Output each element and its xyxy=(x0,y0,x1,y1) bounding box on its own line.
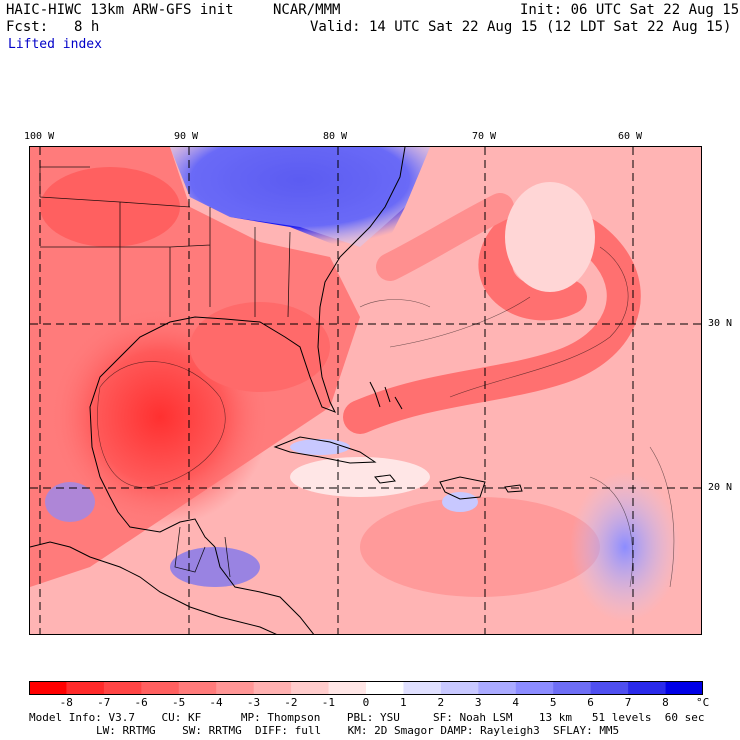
forecast-label: Fcst: xyxy=(6,19,49,35)
colorbar-swatch xyxy=(553,681,592,695)
lon-label: 70 W xyxy=(472,131,497,142)
colorbar xyxy=(29,681,703,695)
colorbar-swatch xyxy=(628,681,667,695)
colorbar-tick-label: -5 xyxy=(171,696,186,709)
field-atlantic-band-2 xyxy=(376,193,514,281)
colorbar-swatch xyxy=(590,681,629,695)
lon-label: 80 W xyxy=(323,131,348,142)
colorbar-tick-label: 6 xyxy=(587,696,594,709)
colorbar-swatch xyxy=(66,681,105,695)
field-southeast-stable xyxy=(570,472,680,622)
contours xyxy=(97,246,675,588)
field-name: Lifted index xyxy=(8,37,102,52)
lon-label: 100 W xyxy=(24,131,55,142)
map-canvas xyxy=(30,147,701,634)
colorbar-swatch xyxy=(103,681,142,695)
model-info-line-2: LW: RRTMG SW: RRTMG DIFF: full KM: 2D Sm… xyxy=(96,724,620,737)
colorbar-swatch xyxy=(253,681,292,695)
field-central-america-blue xyxy=(170,547,260,587)
colorbar-tick-label: -8 xyxy=(59,696,73,709)
colorbar-swatch xyxy=(141,681,180,695)
colorbar-tick-label: 8 xyxy=(662,696,669,709)
init-time: Init: 06 UTC Sat 22 Aug 15 xyxy=(520,2,740,18)
colorbar-tick-label: -7 xyxy=(97,696,111,709)
lon-label: 90 W xyxy=(174,131,199,142)
model-info-line-1: Model Info: V3.7 CU: KF MP: Thompson PBL… xyxy=(29,711,705,724)
state-borders xyxy=(39,166,291,578)
field-caribbean-light xyxy=(290,457,430,497)
field-gulf-coast xyxy=(190,302,330,392)
field-caribbean-red xyxy=(360,497,600,597)
colorbar-tick-label: -1 xyxy=(321,696,335,709)
forecast-hour: 8 h xyxy=(74,19,100,35)
organization: NCAR/MMM xyxy=(273,2,341,18)
field-northeast-edge xyxy=(170,147,430,247)
colorbar-swatch xyxy=(665,681,703,695)
colorbar-tick-label: 2 xyxy=(437,696,445,709)
lat-label: 20 N xyxy=(708,482,733,493)
colorbar-frame xyxy=(29,681,703,695)
colorbar-tick-label: -3 xyxy=(246,696,261,709)
field-hispaniola-blue xyxy=(442,492,478,512)
lat-label: 30 N xyxy=(708,318,733,329)
field-mexico-blue xyxy=(45,482,95,522)
valid-time: Valid: 14 UTC Sat 22 Aug 15 (12 LDT Sat … xyxy=(310,19,732,35)
field-cuba-blue xyxy=(290,439,350,455)
colorbar-swatch xyxy=(291,681,330,695)
colorbar-tick-label: 1 xyxy=(400,696,407,709)
colorbar-swatch xyxy=(29,681,67,695)
colorbar-tick-label: 4 xyxy=(512,696,519,709)
colorbar-swatch xyxy=(403,681,442,695)
field-swirl-center xyxy=(505,182,595,292)
field-plains-red xyxy=(40,167,180,247)
colorbar-tick-label: 3 xyxy=(474,696,482,709)
colorbar-swatch xyxy=(178,681,217,695)
colorbar-tick-label: -4 xyxy=(209,696,223,709)
lifted-index-map xyxy=(29,146,702,635)
colorbar-swatch xyxy=(216,681,255,695)
graticule xyxy=(30,147,701,634)
colorbar-swatch xyxy=(328,681,367,695)
colorbar-swatch xyxy=(366,681,404,695)
colorbar-tick-label: -2 xyxy=(284,696,298,709)
colorbar-swatch xyxy=(478,681,517,695)
colorbar-tick-label: -6 xyxy=(134,696,148,709)
colorbar-swatch xyxy=(440,681,479,695)
model-title: HAIC-HIWC 13km ARW-GFS init xyxy=(6,2,234,18)
colorbar-tick-label: 5 xyxy=(549,696,557,709)
field-atlantic-band xyxy=(343,204,641,434)
coastlines xyxy=(30,147,523,634)
lon-label: 60 W xyxy=(618,131,643,142)
colorbar-tick-label: 0 xyxy=(362,696,370,709)
field-northeast-stable xyxy=(170,147,430,257)
colorbar-unit: °C xyxy=(696,696,710,709)
colorbar-swatch xyxy=(515,681,554,695)
colorbar-tick-label: 7 xyxy=(624,696,632,709)
